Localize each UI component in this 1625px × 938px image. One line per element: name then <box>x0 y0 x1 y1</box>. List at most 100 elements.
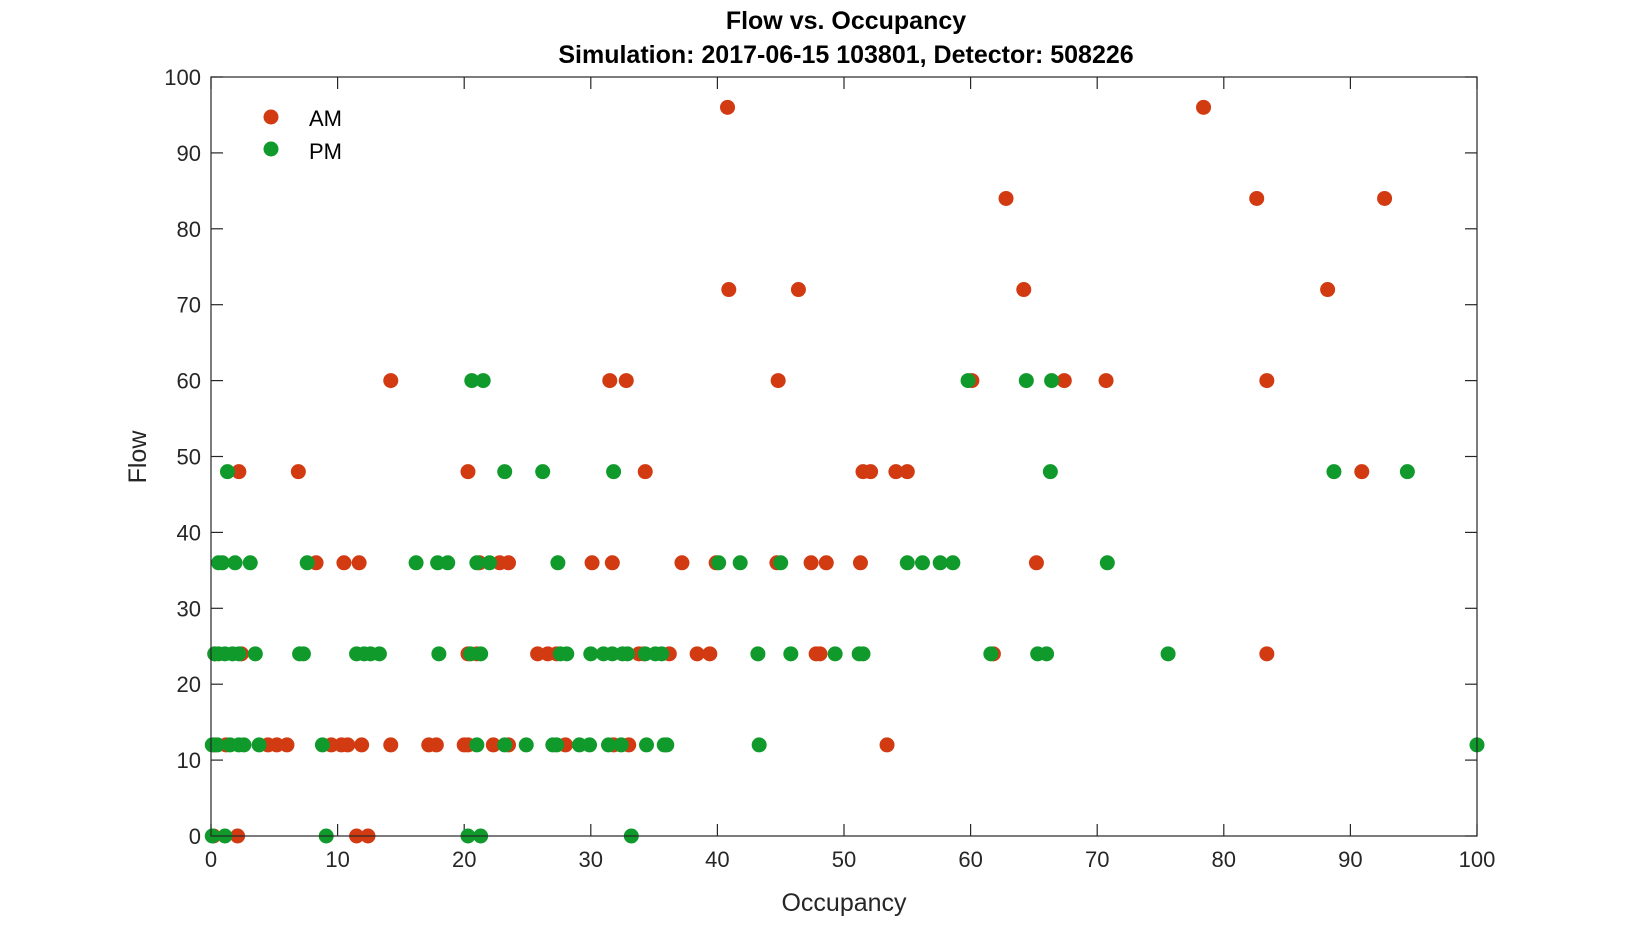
data-point-pm <box>214 555 230 571</box>
data-point-pm <box>559 646 575 662</box>
data-point-am <box>1320 282 1336 298</box>
data-point-am <box>1249 190 1265 206</box>
data-point-pm <box>1326 464 1342 480</box>
data-point-am <box>231 464 247 480</box>
x-tick-label: 60 <box>958 847 982 872</box>
data-point-pm <box>408 555 424 571</box>
y-tick-label: 30 <box>177 596 201 621</box>
y-tick-label: 100 <box>164 65 201 90</box>
data-point-pm <box>475 373 491 389</box>
data-point-pm <box>732 555 748 571</box>
data-point-pm <box>583 646 599 662</box>
plot-area <box>211 77 1477 836</box>
data-point-pm <box>1018 373 1034 389</box>
data-point-am <box>818 555 834 571</box>
y-tick-label: 40 <box>177 520 201 545</box>
data-point-pm <box>314 737 330 753</box>
y-tick-label: 60 <box>177 369 201 394</box>
x-tick-label: 0 <box>205 847 217 872</box>
data-point-am <box>584 555 600 571</box>
data-point-pm <box>899 555 915 571</box>
data-point-pm <box>236 737 252 753</box>
data-point-pm <box>1044 373 1060 389</box>
data-point-am <box>1028 555 1044 571</box>
data-point-pm <box>654 646 670 662</box>
data-point-pm <box>601 737 617 753</box>
data-point-pm <box>613 737 629 753</box>
data-point-pm <box>750 646 766 662</box>
data-point-pm <box>827 646 843 662</box>
data-point-am <box>1056 373 1072 389</box>
data-point-am <box>998 190 1014 206</box>
data-point-am <box>460 464 476 480</box>
data-point-am <box>1098 373 1114 389</box>
data-point-am <box>351 555 367 571</box>
data-point-pm <box>440 555 456 571</box>
data-point-pm <box>482 555 498 571</box>
data-point-pm <box>535 464 551 480</box>
y-tick-label: 10 <box>177 748 201 773</box>
legend-label-am: AM <box>309 106 342 131</box>
data-point-pm <box>659 737 675 753</box>
data-point-pm <box>1099 555 1115 571</box>
data-point-pm <box>549 737 565 753</box>
data-point-am <box>720 99 736 115</box>
data-point-am <box>721 282 737 298</box>
data-point-pm <box>945 555 961 571</box>
data-point-am <box>770 373 786 389</box>
legend: AM PM <box>263 106 342 164</box>
data-point-am <box>1196 99 1212 115</box>
data-point-pm <box>295 646 311 662</box>
data-point-pm <box>242 555 258 571</box>
data-point-pm <box>620 646 636 662</box>
y-tick-label: 20 <box>177 672 201 697</box>
x-axis-label: Occupancy <box>781 889 907 917</box>
data-point-pm <box>1042 464 1058 480</box>
data-point-am <box>689 646 705 662</box>
legend-marker-am <box>263 109 279 125</box>
data-point-pm <box>751 737 767 753</box>
data-point-pm <box>639 737 655 753</box>
tick-layer: 0 10 20 30 40 50 60 70 80 90 100 0 10 20 30 40 50 60 70 80 9… <box>164 65 1495 872</box>
data-point-am <box>604 555 620 571</box>
data-point-pm <box>783 646 799 662</box>
data-point-pm <box>983 646 999 662</box>
x-tick-label: 10 <box>325 847 349 872</box>
data-point-am <box>279 737 295 753</box>
data-point-pm <box>1399 464 1415 480</box>
legend-label-pm: PM <box>309 139 342 164</box>
data-point-pm <box>582 737 598 753</box>
chart-subtitle: Simulation: 2017-06-15 103801, Detector:… <box>558 41 1133 69</box>
data-point-pm <box>251 737 267 753</box>
x-tick-label: 20 <box>452 847 476 872</box>
y-tick-label: 80 <box>177 217 201 242</box>
data-point-am <box>1259 646 1275 662</box>
data-point-am <box>340 737 356 753</box>
data-point-am <box>501 555 517 571</box>
data-point-am <box>602 373 618 389</box>
data-point-pm <box>497 737 513 753</box>
data-point-pm <box>299 555 315 571</box>
data-point-am <box>812 646 828 662</box>
chart-title: Flow vs. Occupancy <box>726 7 966 35</box>
data-point-am <box>852 555 868 571</box>
x-tick-label: 50 <box>832 847 856 872</box>
data-point-pm <box>497 464 513 480</box>
data-point-am <box>485 737 501 753</box>
data-point-pm <box>219 464 235 480</box>
y-axis-label: Flow <box>124 430 152 484</box>
data-point-pm <box>773 555 789 571</box>
data-point-pm <box>855 646 871 662</box>
data-point-pm <box>1039 646 1055 662</box>
data-point-pm <box>209 737 225 753</box>
x-tick-label: 80 <box>1212 847 1236 872</box>
data-point-am <box>428 737 444 753</box>
data-point-pm <box>606 464 622 480</box>
data-point-pm <box>371 646 387 662</box>
data-point-pm <box>518 737 534 753</box>
data-point-am <box>803 555 819 571</box>
data-point-pm <box>469 555 485 571</box>
data-point-pm <box>227 555 243 571</box>
data-point-am <box>702 646 718 662</box>
